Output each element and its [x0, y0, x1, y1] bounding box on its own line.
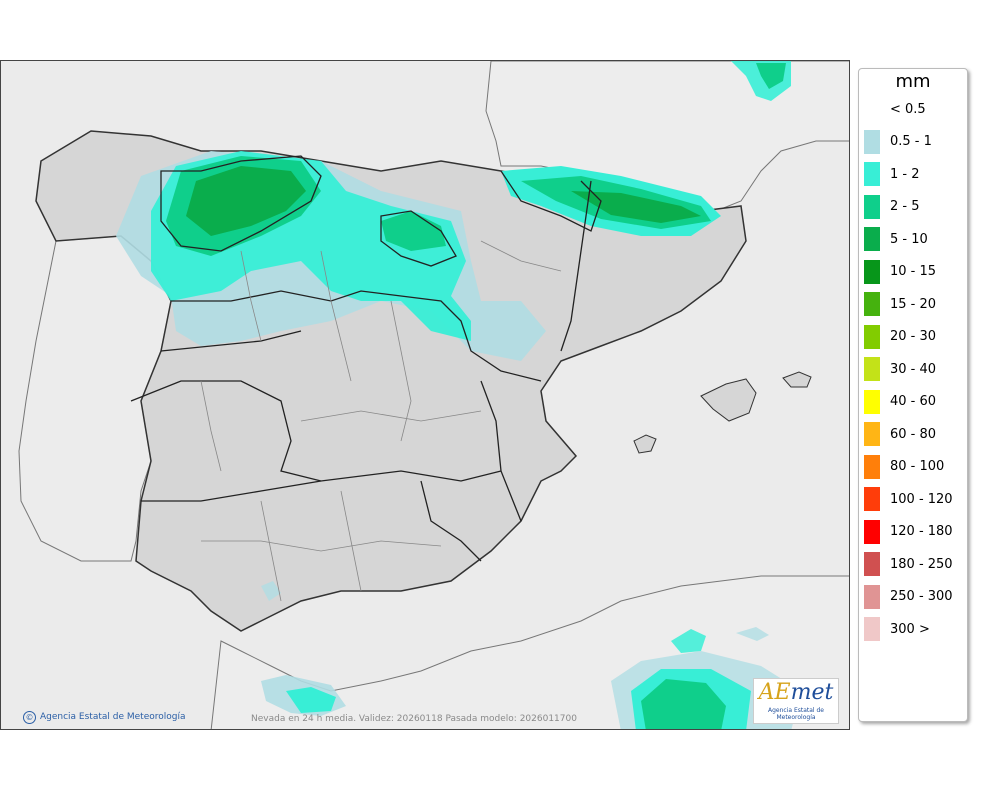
- legend-label: 40 - 60: [890, 394, 937, 409]
- legend-label: 10 - 15: [890, 264, 937, 279]
- legend-label: 30 - 40: [890, 361, 937, 377]
- aemet-logo: AEmet Agencia Estatal de Meteorología: [753, 678, 839, 724]
- legend-swatch: [864, 422, 880, 446]
- copyright-icon: ©: [23, 711, 36, 724]
- legend-swatch: [864, 389, 880, 414]
- legend-item: 20 - 30: [864, 324, 937, 349]
- legend-label: 80 - 100: [890, 459, 945, 474]
- legend-label: 60 - 80: [890, 426, 937, 442]
- legend-swatch: [864, 227, 880, 251]
- legend-swatch: [864, 617, 880, 641]
- legend-item: 40 - 60: [864, 389, 937, 414]
- legend-swatch: [864, 519, 880, 544]
- map-canvas: [1, 61, 849, 729]
- legend-label: 15 - 20: [890, 296, 937, 312]
- legend-swatch: [864, 584, 880, 609]
- legend-swatch: [864, 129, 880, 154]
- legend-label: 0.5 - 1: [890, 134, 932, 149]
- credit-text: Agencia Estatal de Meteorología: [40, 712, 186, 722]
- legend-panel: mm < 0.5 0.5 - 1 1 - 2 2 - 5 5 - 10 10 - 15 15…: [858, 68, 968, 722]
- legend-label: 20 - 30: [890, 329, 937, 344]
- legend-swatch: [864, 552, 880, 576]
- legend-item: 300 >: [864, 617, 930, 641]
- legend-item: 30 - 40: [864, 357, 936, 381]
- legend-label: 1 - 2: [890, 166, 920, 182]
- legend-item: 10 - 15: [864, 259, 937, 284]
- logo-subtitle: Agencia Estatal de Meteorología: [767, 707, 824, 721]
- legend-item: 180 - 250: [864, 552, 953, 576]
- logo-mark: AEmet: [758, 680, 834, 705]
- legend-item: 80 - 100: [864, 454, 945, 479]
- aemet-credit: © Agencia Estatal de Meteorología: [23, 711, 186, 724]
- legend-label: 300 >: [890, 621, 930, 637]
- legend-swatch: [864, 292, 880, 316]
- mallorca-island: [700, 378, 757, 422]
- legend-item: 5 - 10: [864, 227, 928, 251]
- legend-swatch: [864, 97, 880, 121]
- legend-label: 2 - 5: [890, 199, 920, 214]
- legend-label: 5 - 10: [890, 231, 928, 247]
- legend-item: 0.5 - 1: [864, 129, 932, 154]
- menorca-island: [782, 371, 812, 388]
- ibiza-island: [633, 434, 657, 454]
- province-borders: [200, 240, 562, 602]
- legend-label: < 0.5: [890, 101, 926, 117]
- legend-label: 250 - 300: [890, 589, 953, 604]
- legend-label: 120 - 180: [890, 524, 953, 539]
- legend-swatch: [864, 162, 880, 186]
- legend-unit: mm: [895, 71, 931, 92]
- legend-item: < 0.5: [864, 97, 926, 121]
- legend-item: 15 - 20: [864, 292, 936, 316]
- legend-label: 180 - 250: [890, 556, 953, 572]
- legend-swatch: [864, 487, 880, 511]
- legend-label: 100 - 120: [890, 491, 953, 507]
- legend-item: 100 - 120: [864, 487, 953, 511]
- model-info: Nevada en 24 h media. Validez: 20260118 …: [251, 714, 577, 724]
- legend-swatch: [864, 324, 880, 349]
- snowfall-map: © Agencia Estatal de Meteorología Nevada …: [0, 60, 850, 730]
- legend-swatch: [864, 357, 880, 381]
- snowfall-areas: [116, 61, 801, 729]
- legend-item: 60 - 80: [864, 422, 936, 446]
- legend-swatch: [864, 259, 880, 284]
- legend-item: 1 - 2: [864, 162, 920, 186]
- legend-item: 120 - 180: [864, 519, 953, 544]
- legend-swatch: [864, 194, 880, 219]
- legend-swatch: [864, 454, 880, 479]
- region-borders: [130, 155, 602, 562]
- legend-item: 250 - 300: [864, 584, 953, 609]
- legend-item: 2 - 5: [864, 194, 920, 219]
